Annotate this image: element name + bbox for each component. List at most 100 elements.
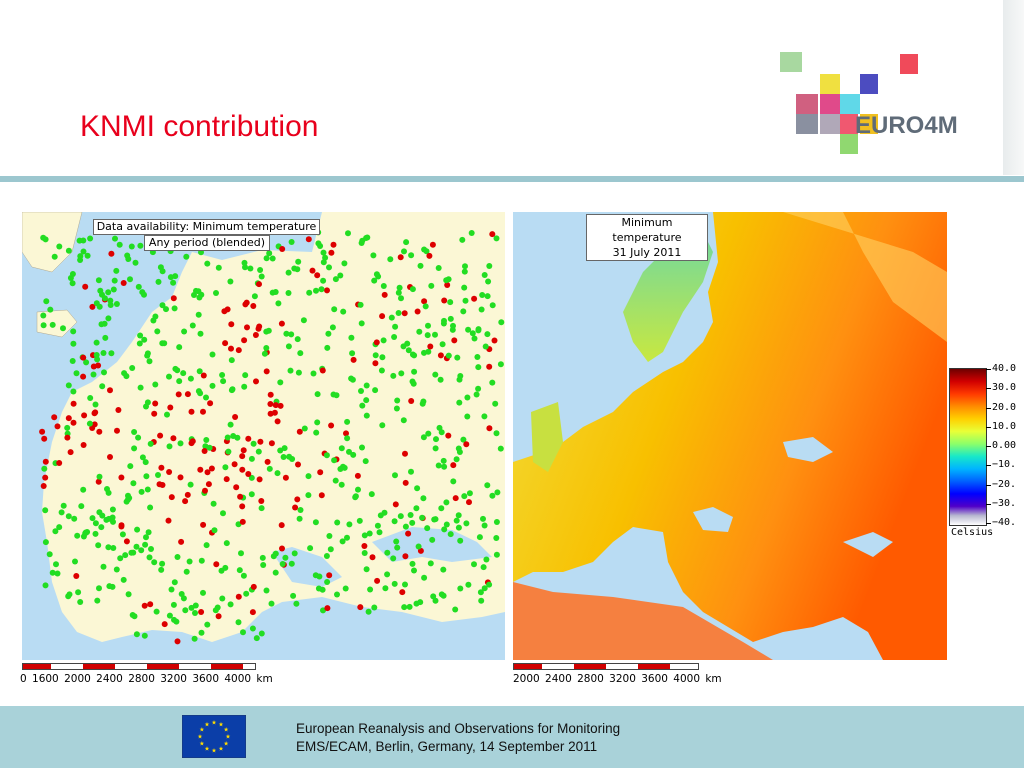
- station-dot: [408, 398, 415, 404]
- station-dot: [338, 445, 345, 452]
- station-dot: [89, 515, 96, 522]
- station-dot: [395, 310, 402, 316]
- station-dot: [245, 471, 252, 477]
- station-dot: [170, 601, 177, 608]
- station-dot: [305, 236, 312, 243]
- station-dot: [42, 539, 49, 546]
- station-dot: [417, 599, 424, 606]
- station-dot: [204, 621, 211, 628]
- station-dot: [318, 286, 325, 293]
- station-dot: [206, 444, 213, 451]
- station-dot: [51, 414, 58, 421]
- station-dot: [414, 485, 421, 492]
- station-dot: [408, 252, 415, 259]
- station-dot: [401, 310, 408, 317]
- station-dot: [270, 553, 277, 560]
- station-dot: [475, 364, 482, 371]
- station-dot: [114, 427, 120, 434]
- station-dot: [182, 607, 189, 614]
- station-dot: [125, 256, 132, 262]
- station-dot: [56, 243, 63, 250]
- station-dot: [180, 370, 187, 377]
- station-dot: [399, 589, 406, 596]
- station-dot: [40, 322, 47, 329]
- station-dot: [130, 480, 137, 487]
- station-dot: [146, 554, 153, 561]
- station-dot: [116, 241, 123, 248]
- station-dot: [437, 376, 444, 383]
- colorbar-tick-label: 20.0: [992, 401, 1017, 413]
- station-dot: [135, 434, 142, 441]
- station-dot: [240, 629, 246, 636]
- station-dot: [109, 506, 116, 513]
- station-dot: [72, 558, 78, 565]
- colorbar-tick: [986, 426, 991, 428]
- station-dot: [123, 373, 130, 380]
- right-legend: Minimum temperature 31 July 2011: [586, 214, 708, 261]
- station-dot: [344, 534, 350, 541]
- station-dot: [432, 371, 439, 378]
- station-dot: [357, 604, 364, 611]
- station-dot: [180, 595, 187, 602]
- station-dot: [70, 400, 77, 407]
- station-dot: [307, 545, 314, 552]
- station-dot: [80, 373, 87, 380]
- station-dot: [363, 566, 370, 573]
- station-dot: [320, 259, 327, 266]
- station-dot: [128, 549, 135, 556]
- station-dot: [80, 248, 87, 255]
- station-dot: [477, 589, 484, 596]
- station-dot: [204, 469, 211, 476]
- station-dot: [65, 415, 72, 422]
- station-dot: [295, 461, 301, 468]
- station-dot: [235, 347, 242, 354]
- station-dot: [183, 568, 190, 575]
- station-dot: [328, 249, 335, 256]
- station-dot: [318, 492, 325, 499]
- station-dot: [300, 317, 307, 324]
- station-dot: [393, 538, 400, 545]
- station-dot: [263, 328, 270, 335]
- station-dot: [371, 277, 378, 284]
- station-dot: [421, 349, 427, 356]
- station-dot: [331, 306, 338, 313]
- station-dot: [271, 409, 278, 416]
- temperature-colorbar: [949, 368, 987, 526]
- station-dot: [233, 484, 240, 491]
- station-dot: [279, 246, 286, 252]
- slide-title: KNMI contribution: [80, 110, 319, 143]
- station-dot: [40, 234, 47, 241]
- station-dot: [278, 522, 285, 529]
- station-dot: [447, 299, 454, 306]
- station-dot: [239, 453, 246, 460]
- station-dot: [372, 360, 379, 367]
- station-dot: [416, 328, 423, 335]
- station-dot: [40, 312, 47, 319]
- station-dot: [171, 305, 178, 312]
- station-dot: [279, 561, 286, 567]
- station-dot: [282, 474, 289, 481]
- colorbar-tick-label: 40.0: [992, 363, 1017, 374]
- station-dot: [89, 303, 96, 310]
- station-dot: [409, 519, 416, 526]
- station-dot: [145, 529, 152, 536]
- station-dot: [125, 591, 132, 598]
- station-dot: [305, 492, 312, 499]
- station-dot: [65, 593, 72, 600]
- station-dot: [297, 350, 304, 357]
- station-dot: [294, 336, 301, 343]
- station-dot: [64, 424, 71, 431]
- station-dot: [371, 604, 378, 611]
- station-dot: [95, 542, 102, 549]
- station-dot: [397, 513, 404, 520]
- station-dot: [253, 635, 260, 642]
- station-dot: [100, 563, 107, 570]
- colorbar-tick-label: 0.00: [992, 440, 1017, 451]
- station-dot: [317, 469, 324, 476]
- station-dot: [277, 402, 284, 409]
- station-dot: [143, 473, 150, 480]
- station-dot: [181, 328, 188, 335]
- station-dot: [258, 630, 265, 637]
- station-dot: [387, 256, 394, 263]
- station-dot: [297, 507, 304, 513]
